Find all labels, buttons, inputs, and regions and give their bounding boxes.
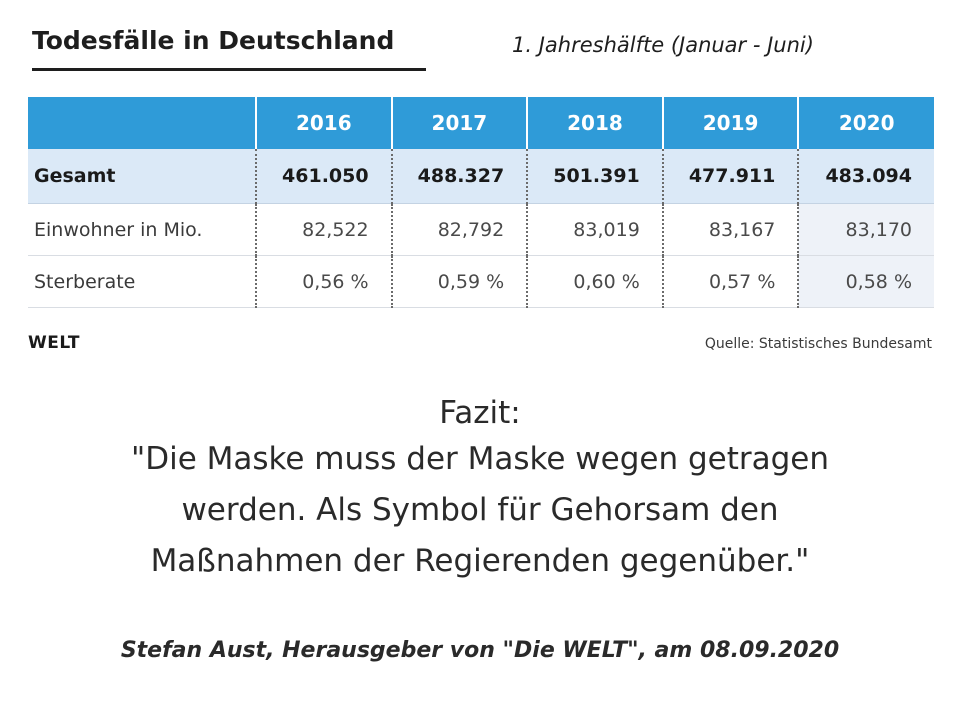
cell-sterberate-2019: 0,57 % [661,255,799,308]
cell-einwohner-2018: 83,019 [526,203,663,256]
table-header-corner [28,97,256,149]
quote-line-2: werden. Als Symbol für Gehorsam den [181,492,779,528]
cell-gesamt-2018: 501.391 [526,149,663,204]
cell-gesamt-2017: 488.327 [390,149,528,204]
cell-sterberate-2017: 0,59 % [390,255,528,308]
cell-sterberate-2018: 0,60 % [526,255,663,308]
cell-sterberate-2016: 0,56 % [255,255,392,308]
cell-gesamt-2016: 461.050 [255,149,392,204]
column-header-2016: 2016 [255,97,392,149]
cell-einwohner-2019: 83,167 [661,203,799,256]
quote-attribution: Stefan Aust, Herausgeber von "Die WELT",… [120,638,840,663]
row-label-sterberate: Sterberate [28,255,256,308]
cell-einwohner-2020: 83,170 [797,203,934,256]
cell-einwohner-2016: 82,522 [255,203,392,256]
column-header-2018: 2018 [526,97,663,149]
column-header-2017: 2017 [390,97,528,149]
row-label-gesamt: Gesamt [28,149,256,204]
quote-block: Fazit: "Die Maske muss der Maske wegen g… [0,392,960,587]
statistics-table: 2016 2017 2018 2019 2020 Gesamt 461.050 … [28,97,934,308]
quote-heading: Fazit: [439,395,521,431]
column-header-2019: 2019 [661,97,799,149]
title-underline [32,68,426,71]
chart-title: Todesfälle in Deutschland [32,26,395,55]
table-row-sterberate: Sterberate 0,56 % 0,59 % 0,60 % 0,57 % 0… [28,255,934,308]
cell-sterberate-2020: 0,58 % [797,255,934,308]
source-note: Quelle: Statistisches Bundesamt [704,336,932,352]
quote-line-3: Maßnahmen der Regierenden gegenüber." [150,543,810,579]
cell-gesamt-2019: 477.911 [661,149,799,204]
table-row-einwohner: Einwohner in Mio. 82,522 82,792 83,019 8… [28,203,934,256]
welt-logo: WELT [28,333,80,353]
table-row-gesamt: Gesamt 461.050 488.327 501.391 477.911 4… [28,149,934,204]
row-label-einwohner: Einwohner in Mio. [28,203,256,256]
chart-subtitle: 1. Jahreshälfte (Januar - Juni) [512,33,814,57]
table-header-row: 2016 2017 2018 2019 2020 [28,97,934,149]
quote-line-1: "Die Maske muss der Maske wegen getragen [130,441,830,477]
cell-einwohner-2017: 82,792 [390,203,528,256]
cell-gesamt-2020: 483.094 [797,149,934,204]
column-header-2020: 2020 [797,97,934,149]
